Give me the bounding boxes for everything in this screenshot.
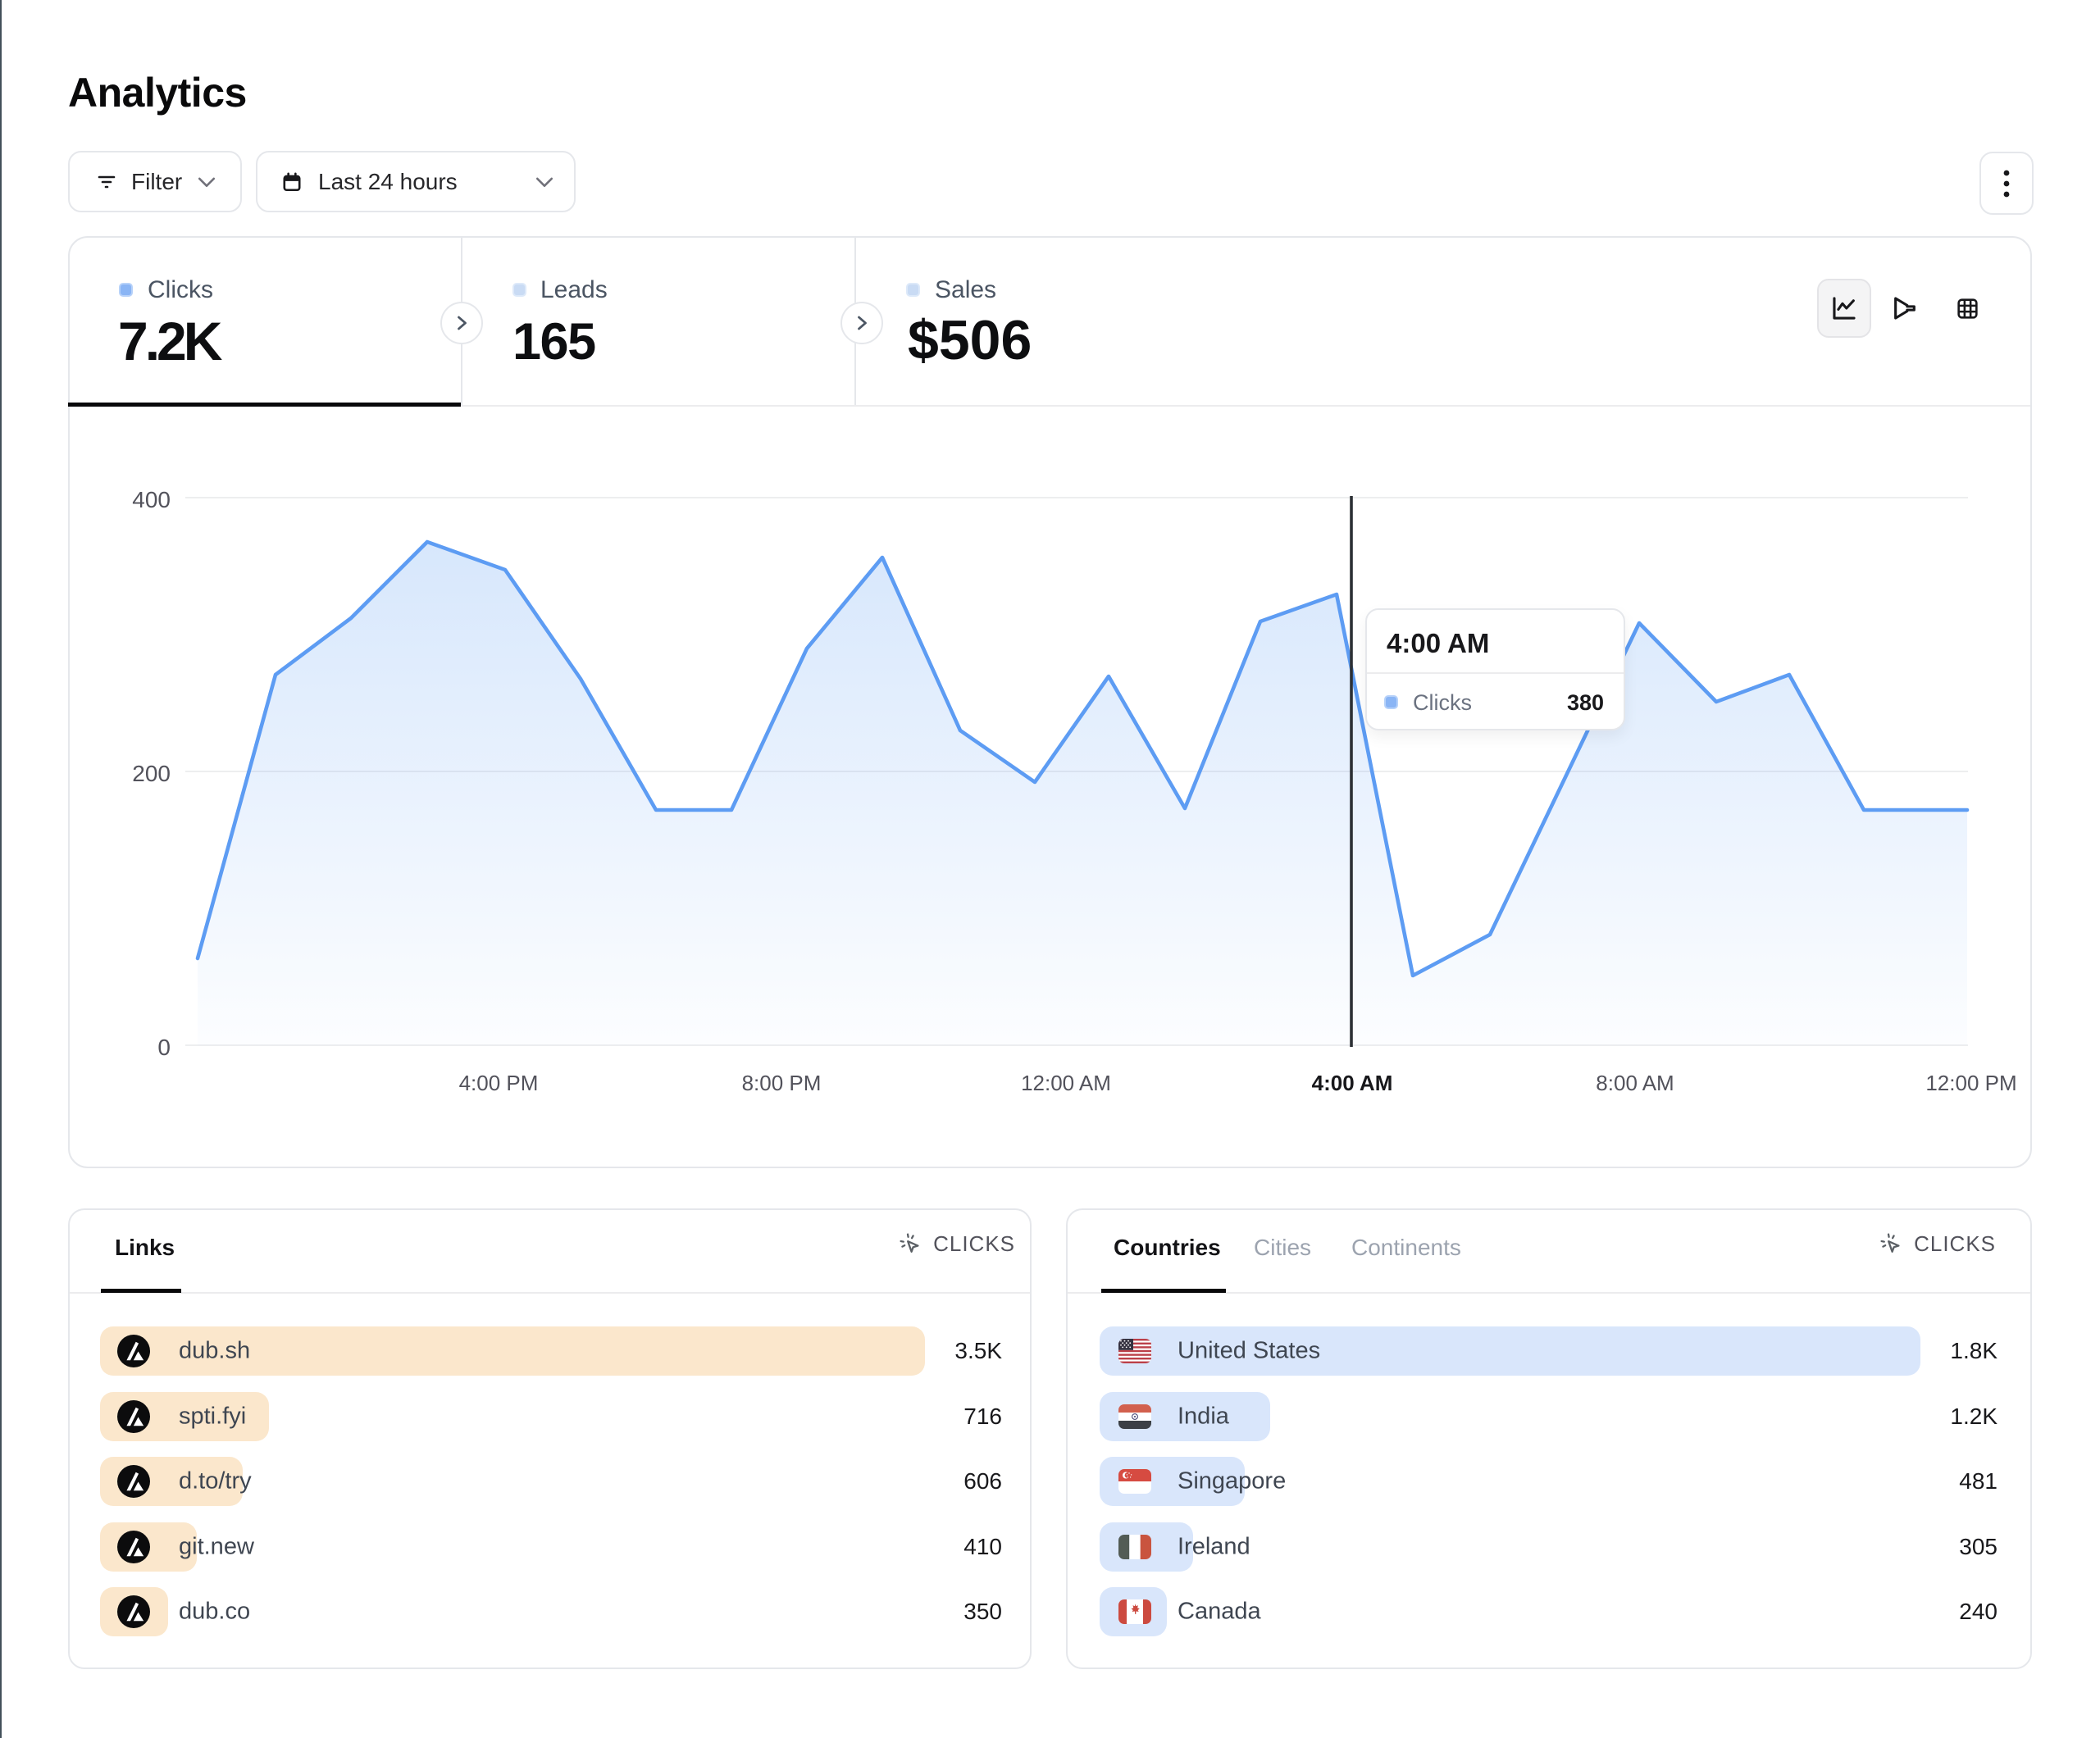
svg-text:400: 400 (132, 487, 171, 512)
svg-text:4:00 AM: 4:00 AM (1312, 1071, 1393, 1095)
svg-text:8:00 AM: 8:00 AM (1596, 1071, 1674, 1095)
svg-text:0: 0 (157, 1035, 171, 1060)
svg-text:8:00 PM: 8:00 PM (742, 1071, 822, 1095)
svg-text:12:00 AM: 12:00 AM (1021, 1071, 1111, 1095)
svg-text:200: 200 (132, 761, 171, 786)
svg-text:4:00 PM: 4:00 PM (459, 1071, 539, 1095)
svg-text:12:00 PM: 12:00 PM (1925, 1071, 2016, 1095)
